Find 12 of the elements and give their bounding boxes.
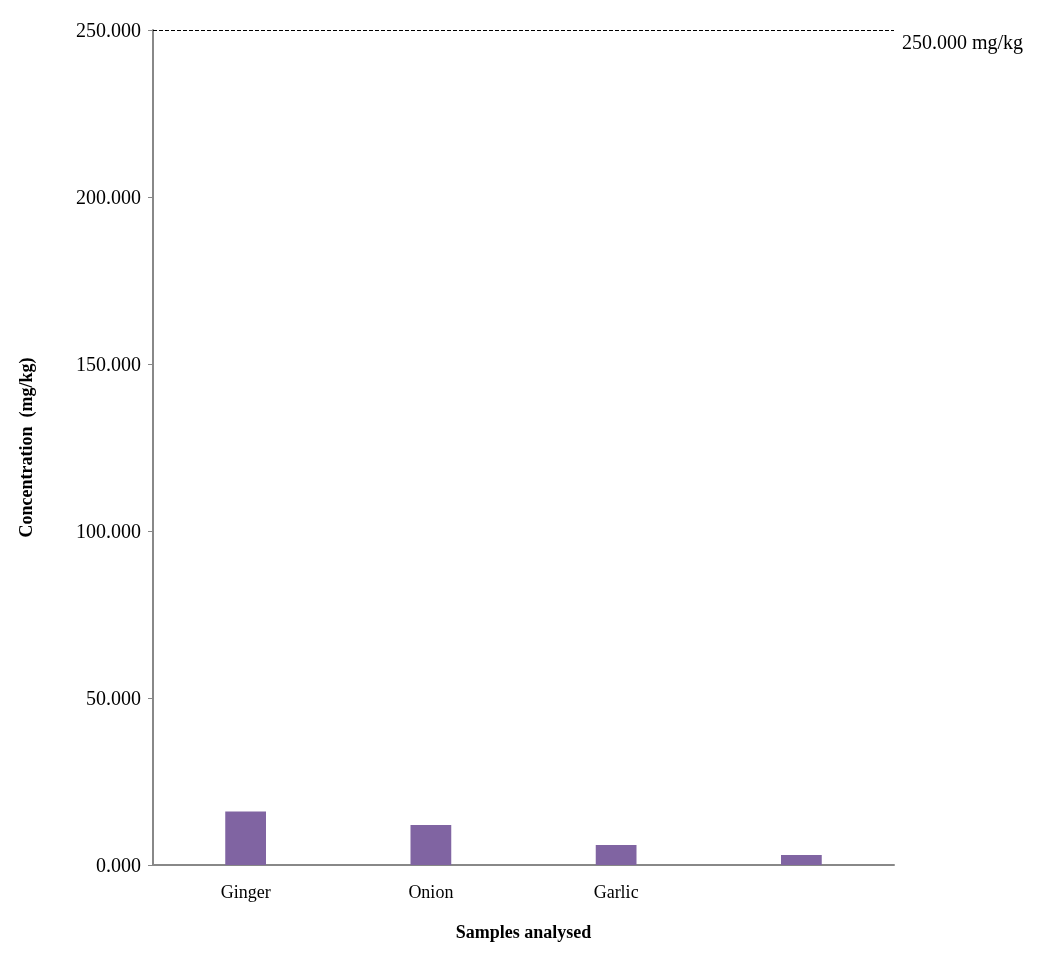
x-tick-label: Garlic [593, 882, 639, 902]
ref-line-label: 250.000 mg/kg [902, 31, 1024, 54]
y-tick-label: 100.000 [76, 520, 141, 542]
y-tick-label: 0.000 [96, 854, 141, 876]
x-tick-label: Onion [408, 882, 454, 902]
x-tick-label: Ginger [220, 882, 271, 902]
x-axis-title: Samples analysed [455, 922, 592, 942]
y-tick-label: 200.000 [76, 186, 141, 208]
y-tick-label: 50.000 [86, 687, 141, 709]
y-axis-title: Concentration (mg/kg) [16, 357, 37, 538]
y-tick-label: 150.000 [76, 353, 141, 375]
y-tick-label: 250.000 [76, 19, 141, 41]
